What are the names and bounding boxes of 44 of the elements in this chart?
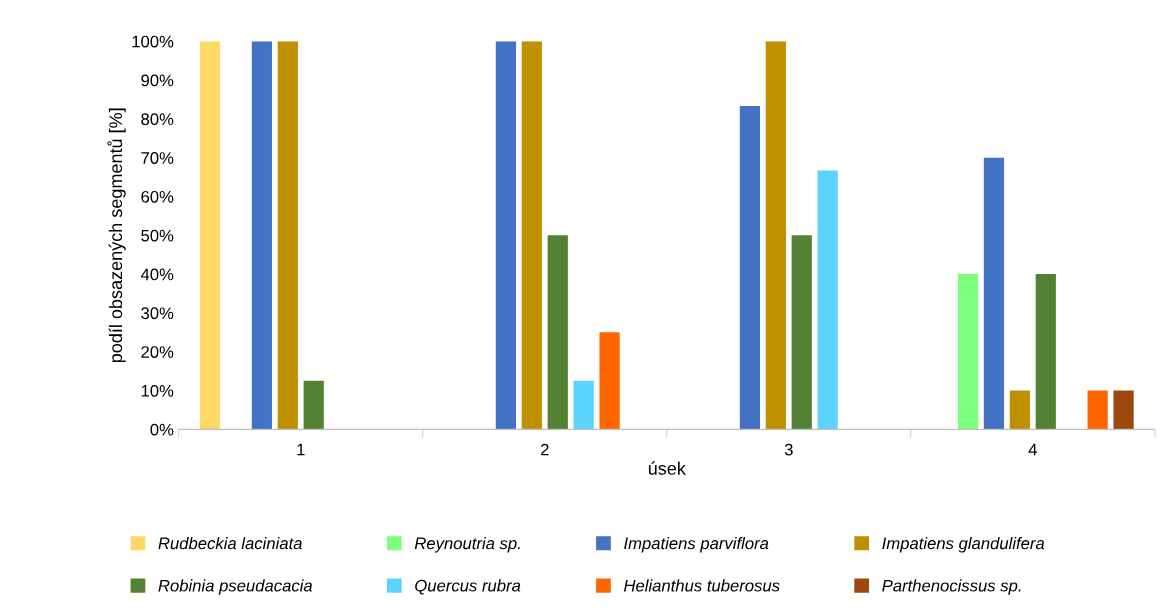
bar (251, 41, 272, 430)
bar (1009, 390, 1030, 430)
legend-label: Parthenocissus sp. (882, 579, 1021, 595)
y-tick-label: 30% (141, 307, 174, 320)
bar (573, 380, 594, 430)
y-tick-label: 0% (150, 423, 174, 436)
bar (817, 170, 838, 430)
y-tick-label: 40% (140, 268, 174, 281)
x-tick-label: 2 (540, 443, 549, 456)
legend-label: Quercus rubra (415, 579, 521, 595)
bar (957, 274, 979, 430)
bar (495, 41, 516, 430)
bar (277, 41, 298, 430)
bar (521, 41, 542, 430)
bar (1035, 274, 1056, 430)
x-tick-label: 3 (784, 443, 793, 456)
bar (1113, 390, 1134, 430)
bar (765, 41, 786, 430)
y-tick-label: 50% (141, 229, 174, 242)
bar (303, 380, 324, 430)
bar (739, 106, 761, 430)
y-tick-label: 10% (141, 384, 174, 397)
bar (547, 235, 568, 430)
bar (983, 157, 1005, 430)
bar (791, 235, 812, 430)
bar (199, 41, 221, 430)
x-tick-label: 1 (297, 443, 305, 456)
y-tick-label: 80% (141, 113, 174, 126)
legend-label: Impatiens parviflora (624, 537, 769, 553)
bar (1087, 390, 1108, 430)
y-tick-label: 60% (141, 190, 174, 203)
y-tick-label: 90% (141, 74, 174, 87)
x-tick-label: 4 (1028, 443, 1037, 456)
legend-label: Helianthus tuberosus (623, 579, 780, 592)
x-axis-title: úsek (648, 461, 686, 475)
legend-label: Robinia pseudacacia (158, 579, 313, 595)
legend-label: Rudbeckia laciniata (158, 537, 302, 550)
legend-label: Impatiens glandulifera (882, 537, 1045, 553)
y-tick-label: 100% (132, 35, 174, 48)
bar (599, 332, 620, 430)
y-tick-label: 20% (141, 346, 174, 358)
y-axis-title: podíl obsazených segmentů [%] (107, 108, 126, 363)
legend-label: Reynoutria sp. (414, 537, 520, 553)
y-tick-label: 70% (141, 152, 174, 164)
